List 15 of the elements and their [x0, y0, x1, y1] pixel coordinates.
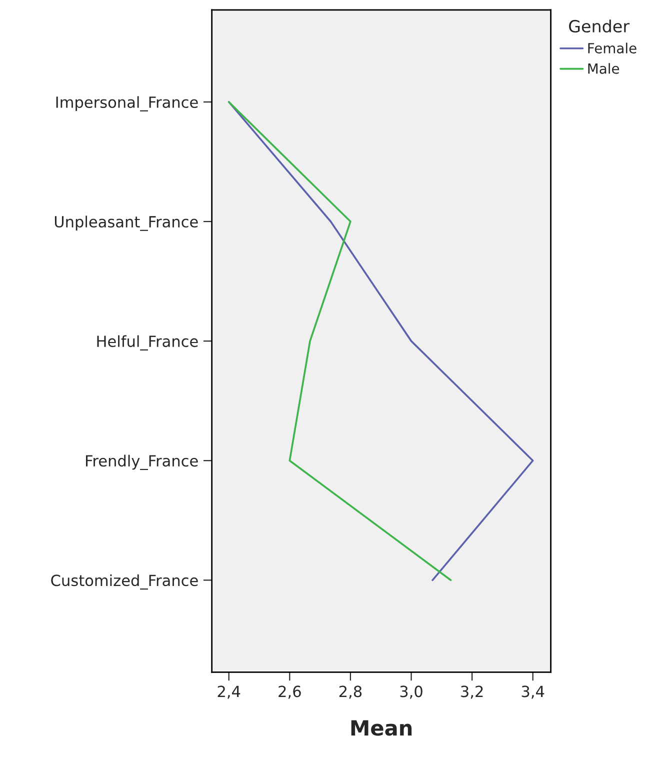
legend-label: Female: [588, 42, 636, 54]
x-tick-label: 2,6: [278, 686, 301, 699]
y-tick-label: Unpleasant_France: [54, 216, 198, 231]
y-tick-label: Frendly_France: [86, 454, 198, 470]
y-tick-label: Customized_France: [51, 574, 198, 590]
x-axis-title: Mean: [351, 720, 412, 736]
x-tick-label: 2,8: [339, 686, 362, 699]
y-tick-label: Impersonal_France: [56, 96, 198, 112]
y-tick-label: Helful_France: [97, 335, 198, 350]
legend-label: Male: [588, 63, 620, 74]
x-tick-label: 3,0: [400, 686, 422, 699]
legend-title: Gender: [569, 20, 630, 33]
x-tick-label: 3,2: [461, 686, 483, 699]
x-tick-label: 3,4: [522, 686, 544, 699]
x-tick-label: 2,4: [218, 686, 240, 699]
